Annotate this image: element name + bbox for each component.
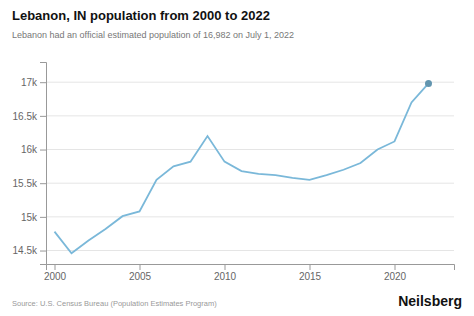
grid-line: [46, 82, 454, 83]
y-tick: 15k: [21, 212, 46, 223]
y-tick-label: 16.5k: [13, 111, 38, 122]
y-tick-label: 16k: [21, 144, 38, 155]
subtitle: Lebanon had an official estimated popula…: [12, 30, 294, 40]
brand: Neilsberg: [398, 293, 462, 309]
y-tick-mark: [40, 116, 46, 117]
x-tick: 2005: [129, 264, 152, 282]
grid: [46, 82, 454, 250]
y-tick: 14.5k: [13, 245, 46, 256]
source: Source: U.S. Census Bureau (Population E…: [12, 299, 217, 308]
x-tick-mark: [140, 264, 141, 270]
x-tick-mark: [55, 264, 56, 270]
y-axis: 14.5k 15k 15.5k 16k 16.5k 17k: [13, 63, 47, 265]
y-tick-mark: [40, 150, 46, 151]
x-tick-label: 2020: [384, 271, 407, 282]
x-tick-label: 2005: [129, 271, 152, 282]
x-tick: 2010: [214, 264, 237, 282]
y-tick-label: 14.5k: [13, 245, 38, 256]
x-axis-line: [47, 265, 455, 271]
y-tick: 15.5k: [13, 178, 46, 189]
y-tick-label: 15k: [21, 212, 38, 223]
x-tick: 2015: [299, 264, 322, 282]
grid-line: [46, 216, 454, 217]
x-tick: 2020: [384, 264, 407, 282]
last-point: [425, 80, 432, 87]
x-axis: 2000 2005 2010 2015 2020: [44, 264, 455, 282]
grid-line: [46, 149, 454, 150]
y-tick: 17k: [21, 77, 46, 88]
x-tick: 2000: [44, 264, 67, 282]
y-tick-mark: [40, 251, 46, 252]
y-tick-label: 15.5k: [13, 178, 38, 189]
marks: [55, 80, 433, 253]
x-tick-mark: [310, 264, 311, 270]
x-tick-label: 2000: [44, 271, 67, 282]
y-tick-label: 17k: [21, 77, 38, 88]
x-tick-label: 2010: [214, 271, 237, 282]
line: [55, 83, 429, 253]
y-tick-mark: [40, 82, 46, 83]
plot: 2000 2005 2010 2015 2020 14.5k 15k 15.5k 16k 16.5…: [13, 63, 455, 283]
x-tick-label: 2015: [299, 271, 322, 282]
y-tick-mark: [40, 183, 46, 184]
chart: Lebanon, IN population from 2000 to 2022…: [0, 0, 474, 316]
x-tick-mark: [225, 264, 226, 270]
x-tick-mark: [395, 264, 396, 270]
grid-line: [46, 250, 454, 251]
grid-line: [46, 183, 454, 184]
y-tick: 16k: [21, 144, 46, 155]
title: Lebanon, IN population from 2000 to 2022: [12, 8, 270, 23]
y-tick-mark: [40, 217, 46, 218]
y-axis-line: [40, 63, 47, 265]
y-tick: 16.5k: [13, 111, 46, 122]
grid-line: [46, 115, 454, 116]
